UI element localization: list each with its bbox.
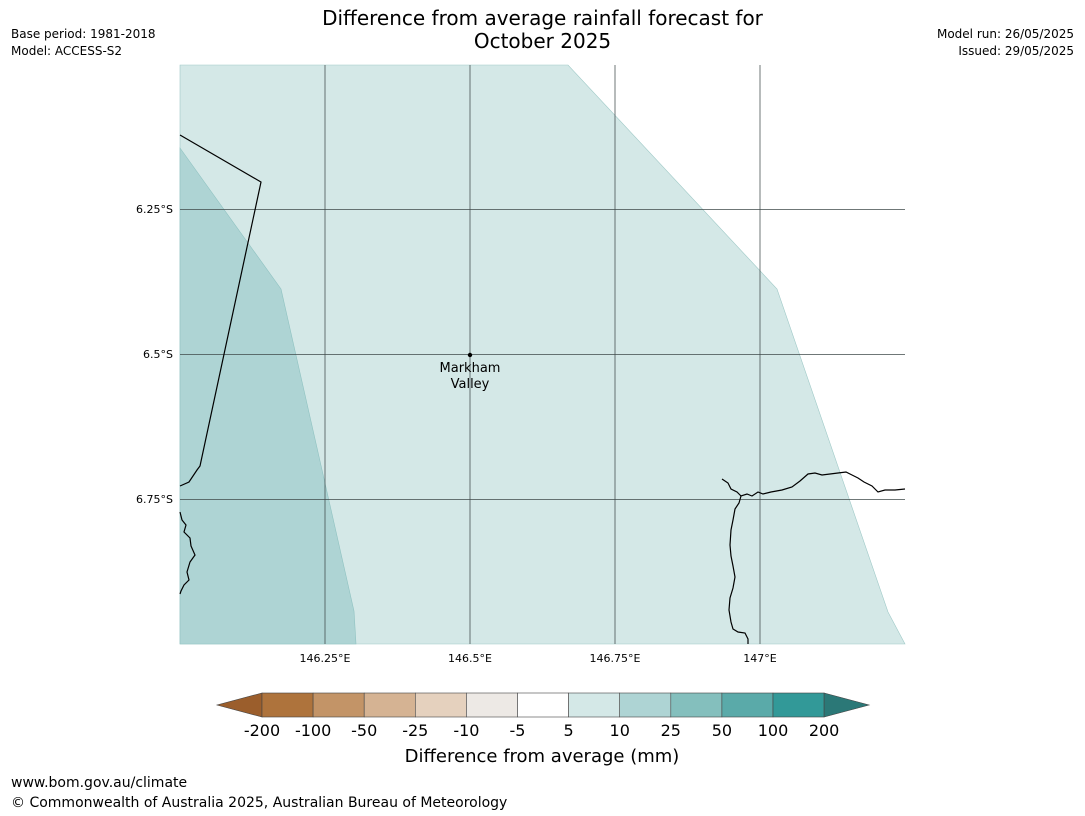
colorbar-segment — [619, 692, 672, 718]
title-line-2: October 2025 — [473, 29, 612, 53]
issued-date: Issued: 29/05/2025 — [958, 44, 1074, 58]
lat-label: 6.5°S — [143, 348, 173, 361]
lon-label: 146.25°E — [300, 652, 351, 665]
colorbar-title: Difference from average (mm) — [405, 746, 680, 767]
map-title: Difference from average rainfall forecas… — [0, 7, 1085, 53]
colorbar-segment — [568, 692, 620, 718]
colorbar-segment — [517, 692, 569, 718]
colorbar-tick-label: -10 — [453, 721, 479, 740]
colorbar-segment — [414, 692, 467, 718]
colorbar-tick-label: -50 — [351, 721, 377, 740]
colorbar-tick-label: 25 — [661, 721, 681, 740]
lon-label: 146.5°E — [448, 652, 492, 665]
footer-copyright: © Commonwealth of Australia 2025, Austra… — [11, 795, 508, 811]
region-boundary — [179, 134, 262, 487]
colorbar-segment — [363, 692, 416, 718]
colorbar-tick-label: 200 — [809, 721, 840, 740]
colorbar-tick-label: -5 — [510, 721, 526, 740]
lat-label: 6.25°S — [136, 203, 173, 216]
colorbar-segment — [312, 692, 365, 718]
meta-left: Base period: 1981-2018 Model: ACCESS-S2 — [11, 26, 156, 60]
title-line-1: Difference from average rainfall forecas… — [322, 6, 763, 30]
colorbar-tick-label: -25 — [402, 721, 428, 740]
colorbar-tick-label: -100 — [295, 721, 331, 740]
place-label-line2: Valley — [451, 377, 490, 392]
colorbar-segment — [670, 692, 723, 718]
colorbar-segment — [772, 692, 825, 718]
colorbar-segment — [466, 692, 518, 718]
coastline-west — [179, 511, 196, 595]
model-name: Model: ACCESS-S2 — [11, 44, 123, 58]
model-run: Model run: 26/05/2025 — [936, 27, 1074, 41]
lat-label: 6.75°S — [136, 493, 173, 506]
place-marker — [467, 352, 473, 358]
colorbar-extend-high — [823, 692, 871, 718]
colorbar-extend-low — [215, 692, 263, 718]
meta-right: Model run: 26/05/2025 Issued: 29/05/2025 — [937, 26, 1074, 60]
place-label-line1: Markham — [440, 361, 501, 376]
base-period: Base period: 1981-2018 — [11, 27, 156, 41]
footer-url: www.bom.gov.au/climate — [11, 775, 188, 791]
colorbar-tick-label: 100 — [758, 721, 789, 740]
colorbar: -200 -100 -50 -25 -10 -5 5 10 25 50 100 200 — [215, 692, 871, 740]
river-south — [728, 495, 749, 644]
graticule — [180, 65, 905, 644]
colorbar-tick-label: 10 — [610, 721, 630, 740]
boundaries — [179, 134, 906, 644]
colorbar-tick-label: -200 — [244, 721, 280, 740]
colorbar-tick-label: 50 — [712, 721, 732, 740]
colorbar-segment — [261, 692, 314, 718]
colorbar-tick-label: 5 — [564, 721, 574, 740]
colorbar-segment — [721, 692, 774, 718]
lon-label: 146.75°E — [590, 652, 641, 665]
river-east — [721, 471, 906, 497]
region-medium — [179, 147, 357, 645]
lon-label: 147°E — [743, 652, 776, 665]
